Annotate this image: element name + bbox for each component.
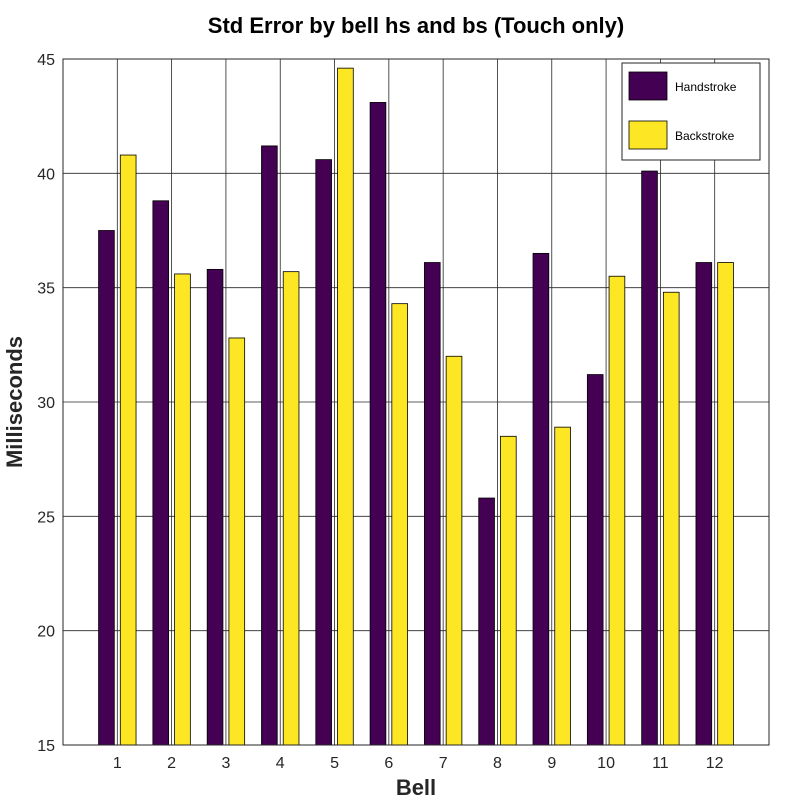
bar-backstroke-10: [608, 275, 626, 746]
x-tick-label-3: 3: [221, 755, 230, 772]
x-tick-label-12: 12: [706, 755, 724, 772]
x-tick-label-2: 2: [167, 755, 176, 772]
y-tick-label-15: 15: [37, 738, 55, 755]
bar-backstroke-5: [337, 67, 354, 746]
bar-handstroke-9: [532, 252, 550, 746]
bar-handstroke-10: [586, 374, 604, 746]
x-axis-label: Bell: [396, 775, 436, 800]
bar-handstroke-5: [315, 159, 332, 746]
bar-backstroke-11: [662, 291, 680, 746]
bar-backstroke-12: [717, 262, 734, 746]
legend-swatch-backstroke: [628, 120, 668, 150]
bar-backstroke-2: [174, 273, 191, 746]
x-tick-label-4: 4: [276, 755, 285, 772]
bar-handstroke-7: [424, 262, 441, 746]
bar-handstroke-3: [206, 268, 224, 746]
y-tick-label-20: 20: [37, 624, 55, 641]
x-tick-label-11: 11: [652, 755, 669, 772]
legend-swatch-handstroke: [628, 71, 668, 101]
legend: Handstroke Backstroke: [621, 62, 761, 161]
bar-handstroke-12: [695, 262, 713, 746]
bar-handstroke-6: [369, 102, 387, 746]
bar-handstroke-11: [641, 170, 658, 746]
x-tick-label-6: 6: [384, 755, 393, 772]
legend-label-handstroke: Handstroke: [675, 80, 737, 94]
y-tick-label-40: 40: [37, 166, 55, 183]
bar-handstroke-4: [261, 145, 278, 746]
plot-frame: [62, 58, 770, 746]
bar-backstroke-8: [500, 435, 517, 746]
bars: [98, 67, 734, 746]
bar-backstroke-1: [119, 154, 137, 746]
x-tick-labels: 1 2 3 4 5 6 7 8 9 10 11 12: [113, 755, 724, 772]
x-tick-label-5: 5: [330, 755, 339, 772]
bar-backstroke-9: [554, 426, 571, 746]
bar-backstroke-7: [445, 355, 463, 746]
chart-title: Std Error by bell hs and bs (Touch only): [208, 13, 624, 38]
bar-handstroke-1: [98, 230, 115, 746]
bar-backstroke-3: [228, 337, 246, 746]
bar-handstroke-8: [478, 497, 495, 746]
y-axis-label: Milliseconds: [2, 336, 27, 468]
y-tick-labels: 15 20 25 30 35 40 45: [37, 52, 55, 755]
legend-label-backstroke: Backstroke: [675, 129, 735, 143]
y-tick-label-30: 30: [37, 395, 55, 412]
y-tick-label-25: 25: [37, 509, 55, 526]
y-tick-label-35: 35: [37, 281, 55, 298]
bar-backstroke-4: [282, 271, 300, 746]
x-tick-label-1: 1: [113, 755, 122, 772]
bar-backstroke-6: [391, 303, 408, 746]
x-tick-label-10: 10: [597, 755, 615, 772]
y-tick-label-45: 45: [37, 52, 55, 69]
x-tick-label-9: 9: [547, 755, 556, 772]
x-tick-label-8: 8: [493, 755, 502, 772]
bar-handstroke-2: [152, 200, 170, 746]
x-tick-label-7: 7: [439, 755, 448, 772]
